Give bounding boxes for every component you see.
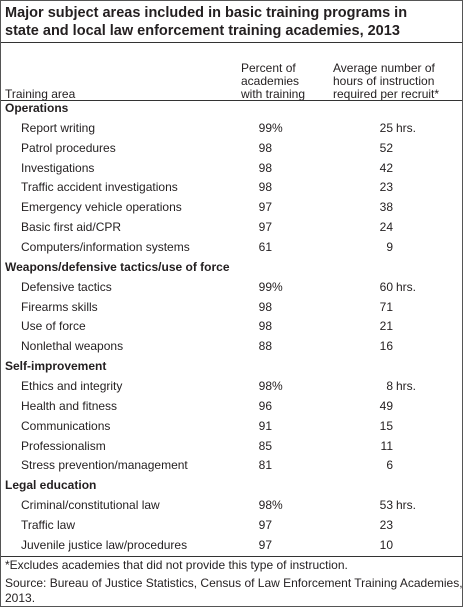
row-label: Stress prevention/management — [21, 458, 188, 473]
hours-unit: hrs. — [396, 379, 417, 394]
column-header: Percent of — [241, 61, 296, 75]
hours-cell: 42 — [379, 160, 393, 175]
percent-cell: 61 — [258, 240, 272, 255]
percent-cell: 98 — [258, 379, 272, 394]
hours-cell: 21 — [379, 319, 393, 334]
percent-cell: 97 — [258, 537, 272, 552]
percent-unit: % — [272, 379, 283, 394]
row-label: Use of force — [21, 319, 86, 334]
percent-cell: 99 — [258, 120, 272, 135]
row-label: Ethics and integrity — [21, 379, 123, 394]
footnote: *Excludes academies that did not provide… — [5, 558, 348, 572]
column-header: with training — [241, 87, 306, 101]
source: Source: Bureau of Justice Statistics, Ce… — [5, 576, 463, 590]
title: state and local law enforcement training… — [5, 23, 400, 39]
section-name: Weapons/defensive tactics/use of force — [5, 259, 230, 274]
percent-unit: % — [272, 279, 283, 294]
hours-cell: 6 — [386, 458, 393, 473]
column-header: Average number of — [333, 61, 435, 75]
hours-cell: 24 — [379, 220, 393, 235]
hours-unit: hrs. — [396, 498, 417, 513]
percent-cell: 98 — [258, 319, 272, 334]
percent-cell: 85 — [258, 438, 272, 453]
section-name: Legal education — [5, 478, 97, 493]
column-header: required per recruit* — [333, 87, 440, 101]
row-label: Professionalism — [21, 438, 106, 453]
percent-cell: 98 — [258, 180, 272, 195]
row-label: Emergency vehicle operations — [21, 200, 182, 215]
percent-cell: 98 — [258, 140, 272, 155]
hours-cell: 23 — [379, 180, 393, 195]
section-name: Self-improvement — [5, 359, 107, 374]
source: 2013. — [5, 591, 36, 605]
hours-cell: 11 — [380, 438, 393, 453]
hours-cell: 23 — [379, 518, 393, 533]
percent-cell: 97 — [258, 200, 272, 215]
percent-cell: 88 — [258, 339, 272, 354]
column-header: hours of instruction — [333, 74, 435, 88]
hours-cell: 16 — [379, 339, 393, 354]
row-label: Nonlethal weapons — [21, 339, 124, 354]
percent-cell: 98 — [258, 498, 272, 513]
hours-cell: 9 — [386, 240, 393, 255]
row-label: Communications — [21, 418, 111, 433]
row-label: Computers/information systems — [21, 240, 190, 255]
row-label: Defensive tactics — [21, 279, 112, 294]
footer-rule — [1, 556, 462, 557]
row-label: Basic first aid/CPR — [21, 220, 122, 235]
hours-cell: 52 — [379, 140, 393, 155]
column-header: Training area — [5, 87, 76, 101]
hours-cell: 53 — [379, 498, 393, 513]
hours-cell: 25 — [379, 120, 393, 135]
row-label: Criminal/constitutional law — [21, 498, 160, 513]
column-header: academies — [241, 74, 300, 88]
percent-cell: 91 — [258, 418, 272, 433]
row-label: Health and fitness — [21, 398, 118, 413]
hours-cell: 10 — [379, 537, 393, 552]
percent-cell: 98 — [258, 299, 272, 314]
hours-cell: 15 — [379, 418, 393, 433]
percent-cell: 98 — [258, 160, 272, 175]
percent-unit: % — [272, 120, 283, 135]
row-label: Traffic accident investigations — [21, 180, 178, 195]
row-label: Report writing — [21, 120, 96, 135]
hours-cell: 38 — [379, 200, 393, 215]
row-label: Investigations — [21, 160, 95, 175]
percent-cell: 81 — [258, 458, 272, 473]
hours-cell: 71 — [379, 299, 393, 314]
hours-unit: hrs. — [396, 279, 417, 294]
row-label: Patrol procedures — [21, 140, 116, 155]
row-label: Traffic law — [21, 518, 76, 533]
percent-unit: % — [272, 498, 283, 513]
title: Major subject areas included in basic tr… — [5, 5, 408, 21]
percent-cell: 99 — [258, 279, 272, 294]
percent-cell: 97 — [258, 518, 272, 533]
hours-cell: 8 — [386, 379, 393, 394]
row-label: Juvenile justice law/procedures — [21, 537, 188, 552]
percent-cell: 96 — [258, 398, 272, 413]
hours-unit: hrs. — [396, 120, 417, 135]
header-rule — [1, 100, 462, 101]
title-rule — [1, 42, 462, 43]
hours-cell: 49 — [379, 398, 393, 413]
row-label: Firearms skills — [21, 299, 98, 314]
hours-cell: 60 — [379, 279, 393, 294]
section-name: Operations — [5, 101, 69, 115]
percent-cell: 97 — [258, 220, 272, 235]
